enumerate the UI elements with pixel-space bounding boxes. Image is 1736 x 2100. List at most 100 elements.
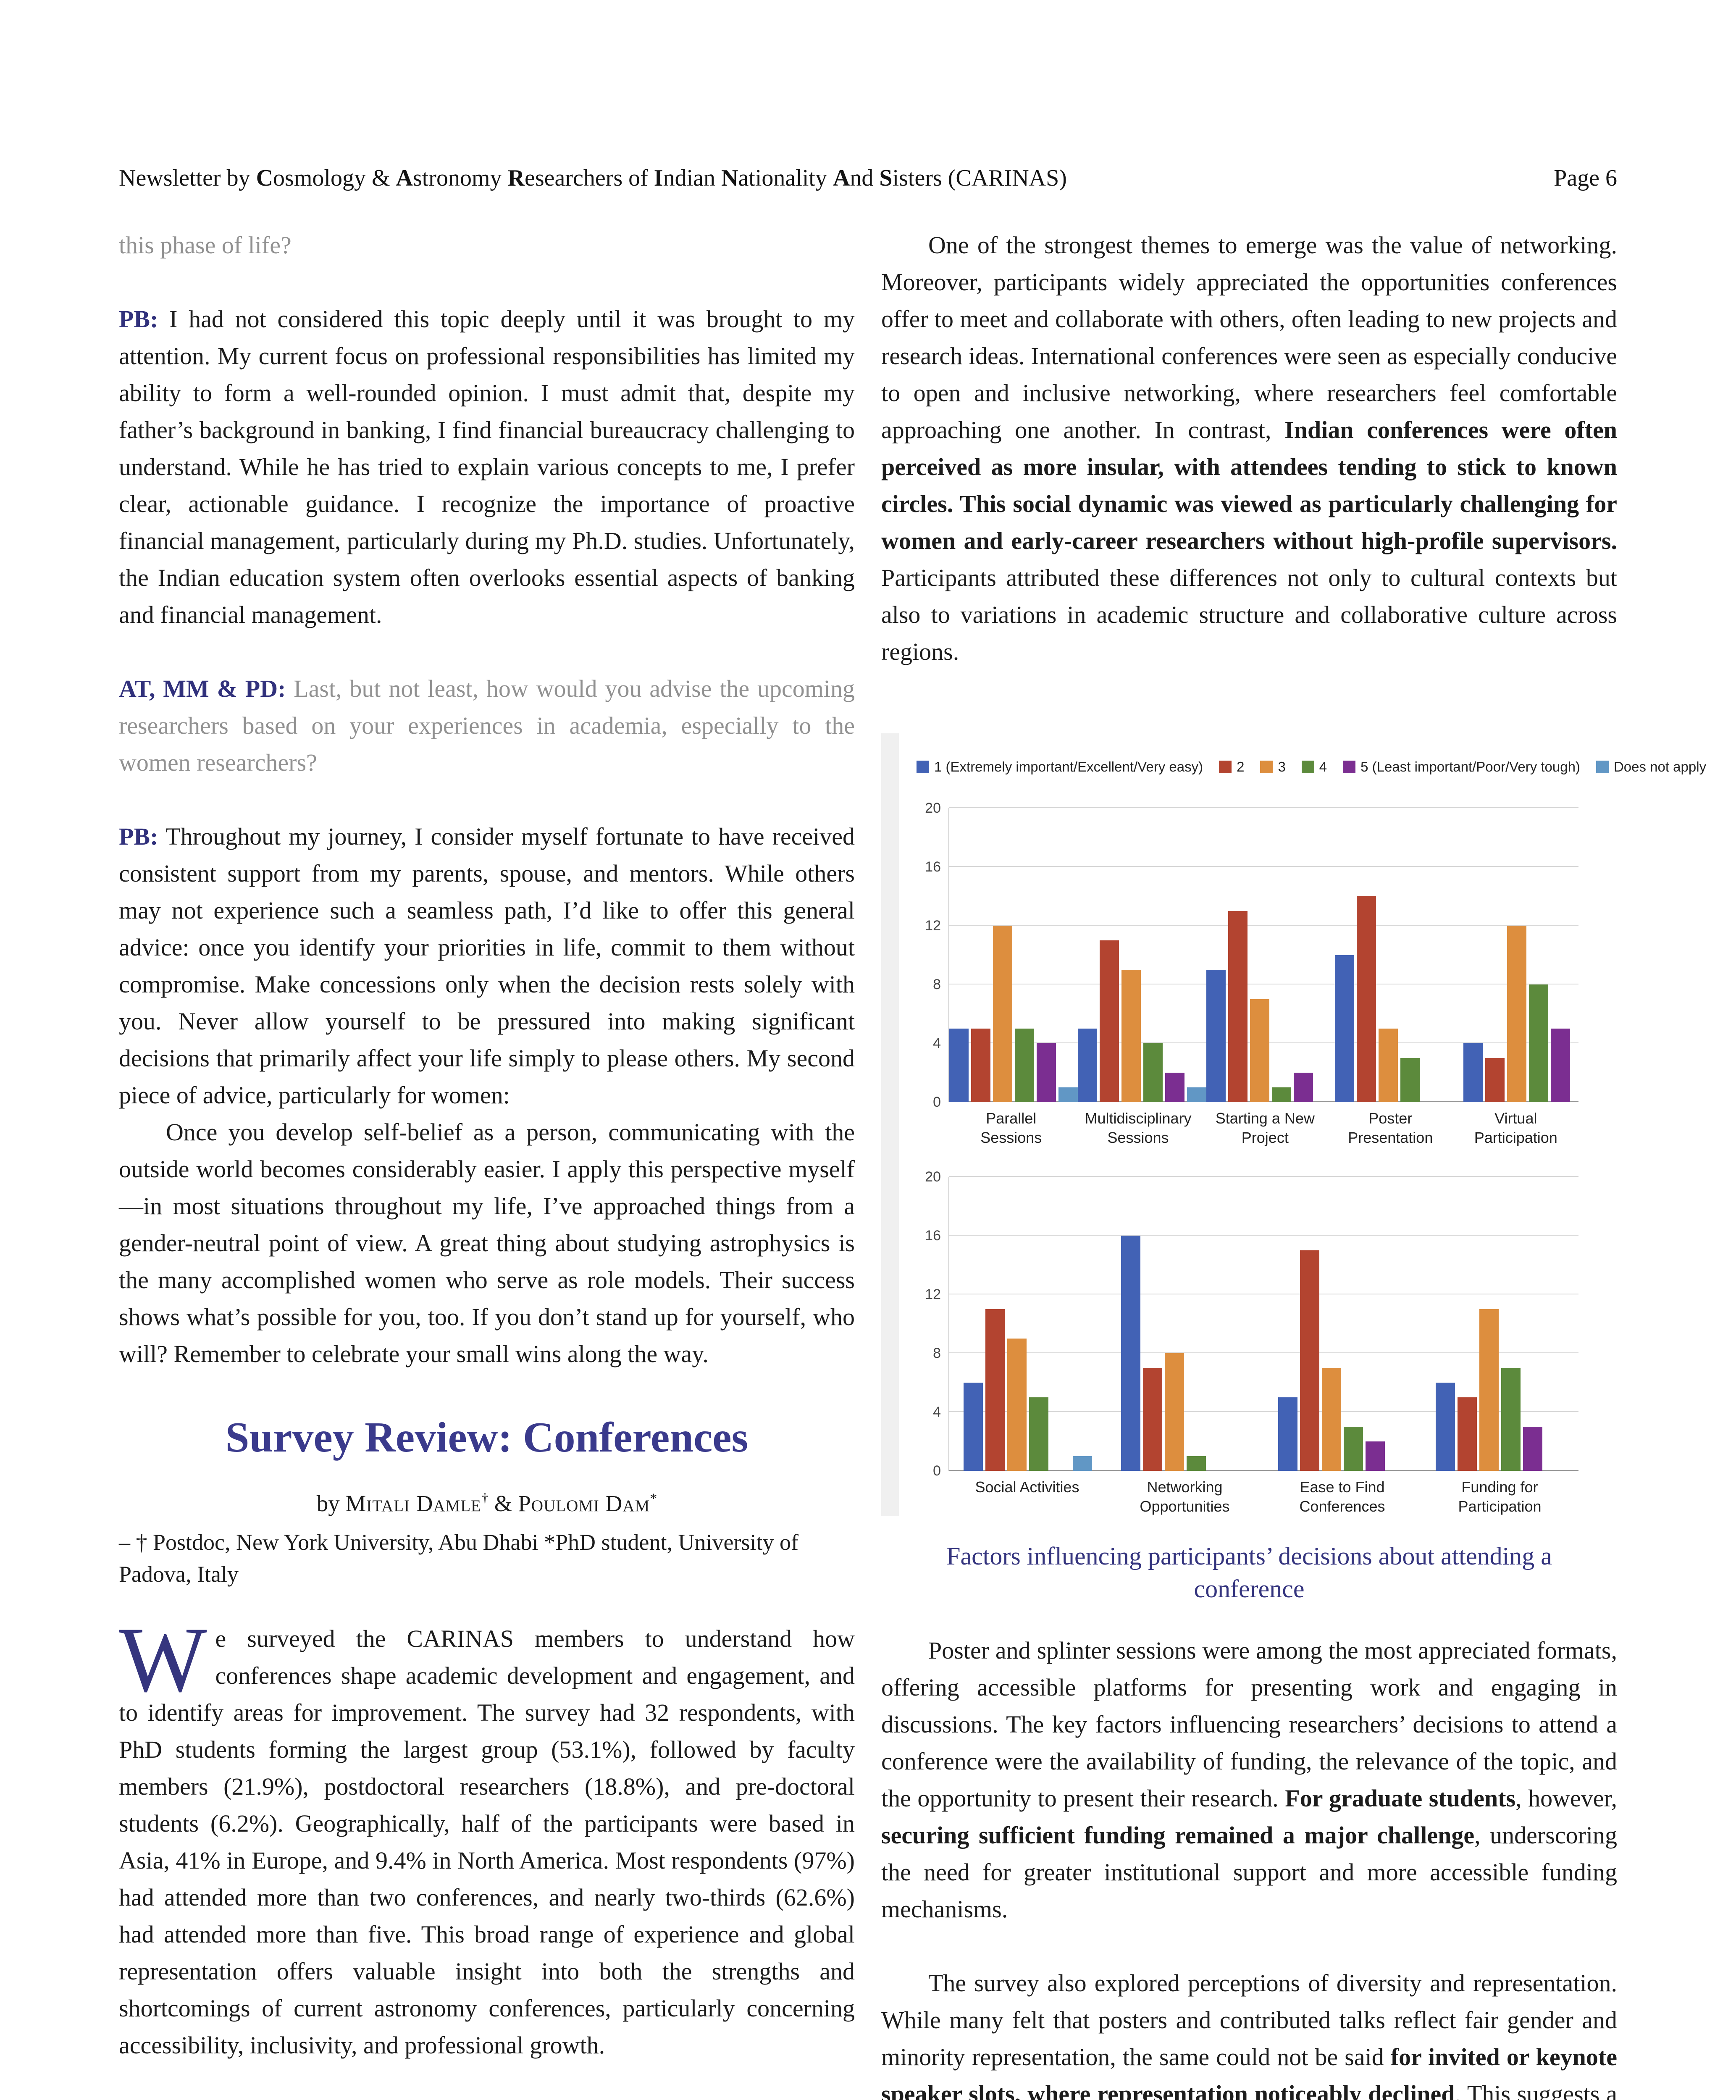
bar [1344, 1427, 1363, 1471]
legend-swatch-icon [1596, 761, 1609, 773]
bar [1206, 970, 1226, 1102]
bar [1278, 1397, 1298, 1471]
bar [1507, 926, 1526, 1102]
legend-swatch-icon [1260, 761, 1273, 773]
author-affiliations: – † Postdoc, New York University, Abu Dh… [119, 1530, 798, 1587]
legend-item: 2 [1219, 748, 1244, 785]
legend-item: 1 (Extremely important/Excellent/Very ea… [917, 748, 1203, 785]
right-column: One of the strongest themes to emerge wa… [881, 227, 1706, 2100]
category-label: Virtual Participation [1474, 1110, 1557, 1146]
bar [1186, 1456, 1206, 1471]
bar-group [949, 1177, 1107, 1471]
bar [1294, 1073, 1313, 1102]
bar [1073, 1456, 1093, 1471]
bar [1015, 1029, 1034, 1102]
y-axis-tick: 16 [925, 1228, 941, 1244]
speaker-label: PB: [119, 823, 158, 850]
bar-group [1078, 808, 1206, 1102]
formats-paragraph: Poster and splinter sessions were among … [881, 1637, 1617, 1923]
legend-swatch-icon [1219, 761, 1232, 773]
advice-paragraph: Once you develop self-belief as a person… [119, 1118, 855, 1368]
bar [1121, 970, 1141, 1102]
bar-group [949, 808, 1078, 1102]
bar [1300, 1250, 1320, 1471]
chart-session-formats: 0 4 8 12 16 20 Parallel Sessions Multidisciplin… [925, 800, 1578, 1147]
bar-group [1264, 1177, 1421, 1471]
bar [1007, 1339, 1027, 1471]
bar [949, 1029, 969, 1102]
legend-swatch-icon [1343, 761, 1356, 773]
bar [971, 1029, 990, 1102]
category-label: Multidisciplinary Sessions [1085, 1110, 1192, 1146]
legend-item: 3 [1260, 748, 1286, 785]
y-axis-tick: 20 [925, 1169, 941, 1185]
bar [1485, 1058, 1505, 1102]
section-title: Survey Review: Conferences [225, 1414, 749, 1461]
legend-item: 5 (Least important/Poor/Very tough) [1343, 748, 1580, 785]
byline: by Mitali Damle† & Poulomi Dam* [316, 1491, 657, 1516]
bar [1357, 896, 1376, 1102]
chart-decision-factors: 0 4 8 12 16 20 Social Activities Networking Opp… [925, 1169, 1579, 1516]
bar-group [1335, 808, 1463, 1102]
page-number: Page 6 [1554, 165, 1617, 191]
bar [1143, 1043, 1163, 1102]
bar [1501, 1368, 1521, 1471]
y-axis-tick: 12 [925, 1286, 941, 1302]
bar-group [1206, 808, 1335, 1102]
bar [1322, 1368, 1342, 1471]
bar [1457, 1397, 1477, 1471]
bar-group [1421, 1177, 1579, 1471]
bar [964, 1383, 983, 1471]
bar [1250, 999, 1269, 1102]
category-label: Poster Presentation [1348, 1110, 1433, 1146]
bar-group [1107, 1177, 1264, 1471]
category-label: Parallel Sessions [980, 1110, 1042, 1146]
survey-results-figure: 1 (Extremely important/Excellent/Very ea… [881, 733, 1706, 1516]
y-axis-tick: 0 [933, 1463, 941, 1479]
bar [993, 926, 1012, 1102]
bar [1029, 1397, 1049, 1471]
bar [1435, 1383, 1455, 1471]
bar-group [1463, 808, 1592, 1102]
figure-caption: Factors influencing participants’ decisi… [946, 1542, 1552, 1603]
legend-swatch-icon [917, 761, 929, 773]
networking-paragraph: One of the strongest themes to emerge wa… [881, 231, 1617, 665]
speaker-label: PB: [119, 305, 158, 333]
legend-item: Does not apply [1596, 748, 1706, 785]
category-label: Starting a New Project [1215, 1110, 1315, 1146]
bar [1379, 1029, 1398, 1102]
bar [1078, 1029, 1097, 1102]
interviewers-label: AT, MM & PD: [119, 675, 286, 702]
bar [1187, 1087, 1206, 1102]
bar [1400, 1058, 1420, 1102]
bar [1142, 1368, 1162, 1471]
y-axis-tick: 20 [925, 800, 941, 816]
legend-swatch-icon [1301, 761, 1314, 773]
chart-legend: 1 (Extremely important/Excellent/Very ea… [917, 748, 1706, 785]
category-label: Ease to Find Conferences [1299, 1478, 1385, 1515]
bar [985, 1309, 1005, 1471]
bar [1164, 1353, 1184, 1471]
bar [1228, 911, 1248, 1102]
answer-paragraph: PB: Throughout my journey, I consider my… [119, 823, 855, 1109]
category-label: Social Activities [975, 1478, 1079, 1496]
y-axis-tick: 0 [933, 1094, 941, 1110]
bar [1551, 1029, 1570, 1102]
bar [1479, 1309, 1499, 1471]
continued-question-text: this phase of life? [119, 231, 292, 259]
answer-paragraph: PB: I had not considered this topic deep… [119, 305, 855, 628]
bar [1100, 940, 1119, 1102]
y-axis-tick: 12 [925, 918, 941, 934]
bar [1121, 1236, 1140, 1471]
bar [1165, 1073, 1184, 1102]
y-axis-tick: 16 [925, 859, 941, 875]
drop-cap: W [119, 1608, 207, 1712]
category-label: Networking Opportunities [1140, 1478, 1230, 1515]
bar [1529, 984, 1548, 1102]
bar [1058, 1087, 1078, 1102]
y-axis-tick: 8 [933, 976, 941, 992]
legend-item: 4 [1301, 748, 1327, 785]
category-label: Funding for Participation [1458, 1478, 1542, 1515]
